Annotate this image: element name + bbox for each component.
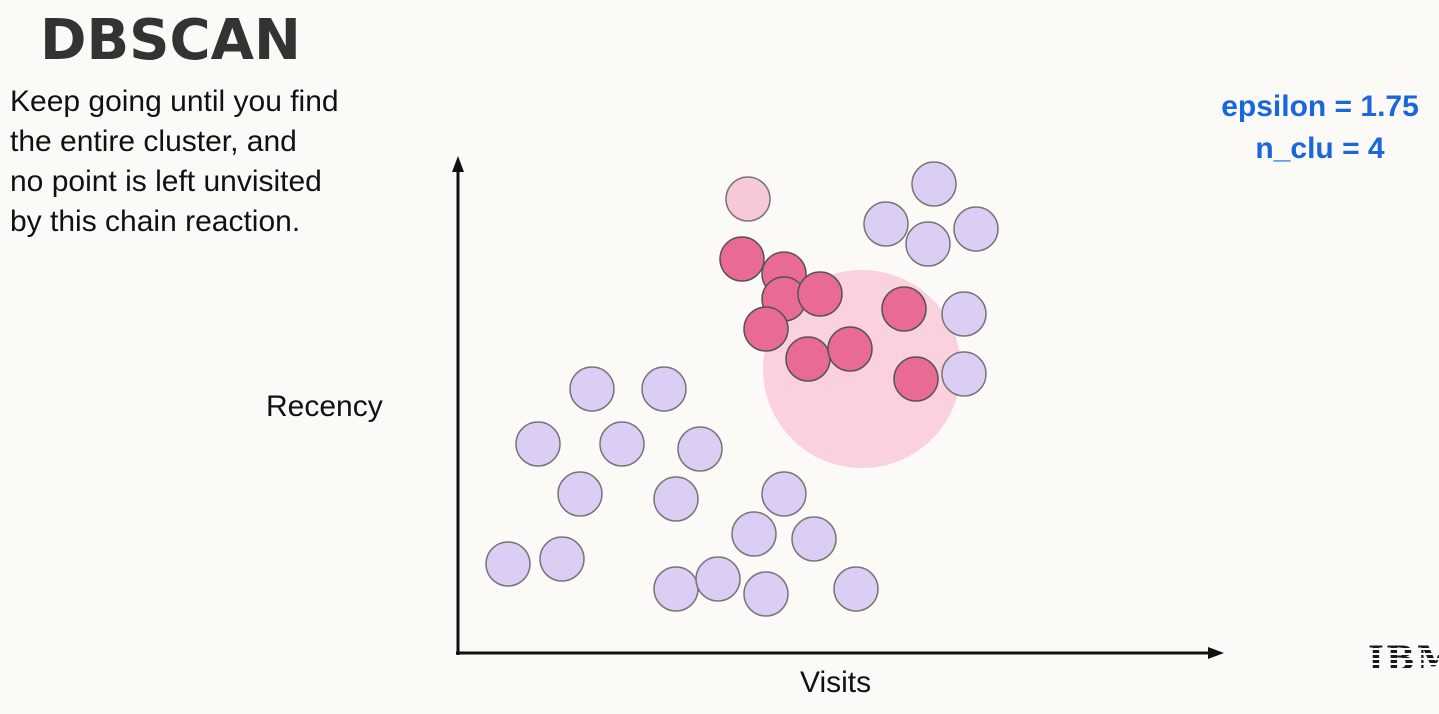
unvisited-point <box>557 471 603 517</box>
unvisited-point <box>953 206 999 252</box>
unvisited-point <box>911 161 957 207</box>
unvisited-point <box>569 366 615 412</box>
unvisited-point <box>941 351 987 397</box>
cluster-point <box>785 336 831 382</box>
y-axis-arrow <box>452 156 464 172</box>
unvisited-point <box>677 426 723 472</box>
cluster-point <box>743 306 789 352</box>
slide-title: DBSCAN <box>40 8 301 73</box>
unvisited-point <box>515 421 561 467</box>
cluster-point <box>827 326 873 372</box>
unvisited-point <box>599 421 645 467</box>
slide-description: Keep going until you find the entire clu… <box>10 82 410 242</box>
x-axis-arrow <box>1208 647 1224 659</box>
unvisited-point <box>761 471 807 517</box>
cluster-point <box>797 271 843 317</box>
unvisited-point <box>941 291 987 337</box>
unvisited-point <box>641 366 687 412</box>
description-line: Keep going until you find <box>10 85 339 118</box>
unvisited-point <box>695 556 741 602</box>
x-axis-label: Visits <box>800 666 872 699</box>
unvisited-point <box>743 571 789 617</box>
description-line: no point is left unvisited <box>10 165 322 198</box>
unvisited-point <box>833 566 879 612</box>
unvisited-point <box>539 536 585 582</box>
unvisited-point <box>653 566 699 612</box>
description-line: by this chain reaction. <box>10 205 301 238</box>
unvisited-point <box>791 516 837 562</box>
points-layer <box>485 161 999 617</box>
cluster-point <box>893 356 939 402</box>
unvisited-point <box>731 511 777 557</box>
cluster-point <box>719 236 765 282</box>
cluster-point <box>881 286 927 332</box>
description-line: the entire cluster, and <box>10 125 297 158</box>
ibm-logo-text: IBM <box>1368 640 1439 678</box>
n-clu-label: n_clu = 4 <box>1255 132 1385 165</box>
unvisited-point <box>863 201 909 247</box>
unvisited-point <box>653 476 699 522</box>
unvisited-point <box>485 541 531 587</box>
axes <box>452 156 1224 659</box>
unvisited-point <box>905 221 951 267</box>
candidate-point <box>725 176 771 222</box>
ibm-logo: IBM <box>1368 640 1439 678</box>
y-axis-label: Recency <box>266 390 383 423</box>
parameter-box: epsilon = 1.75 n_clu = 4 <box>1190 86 1439 170</box>
epsilon-label: epsilon = 1.75 <box>1221 90 1419 123</box>
